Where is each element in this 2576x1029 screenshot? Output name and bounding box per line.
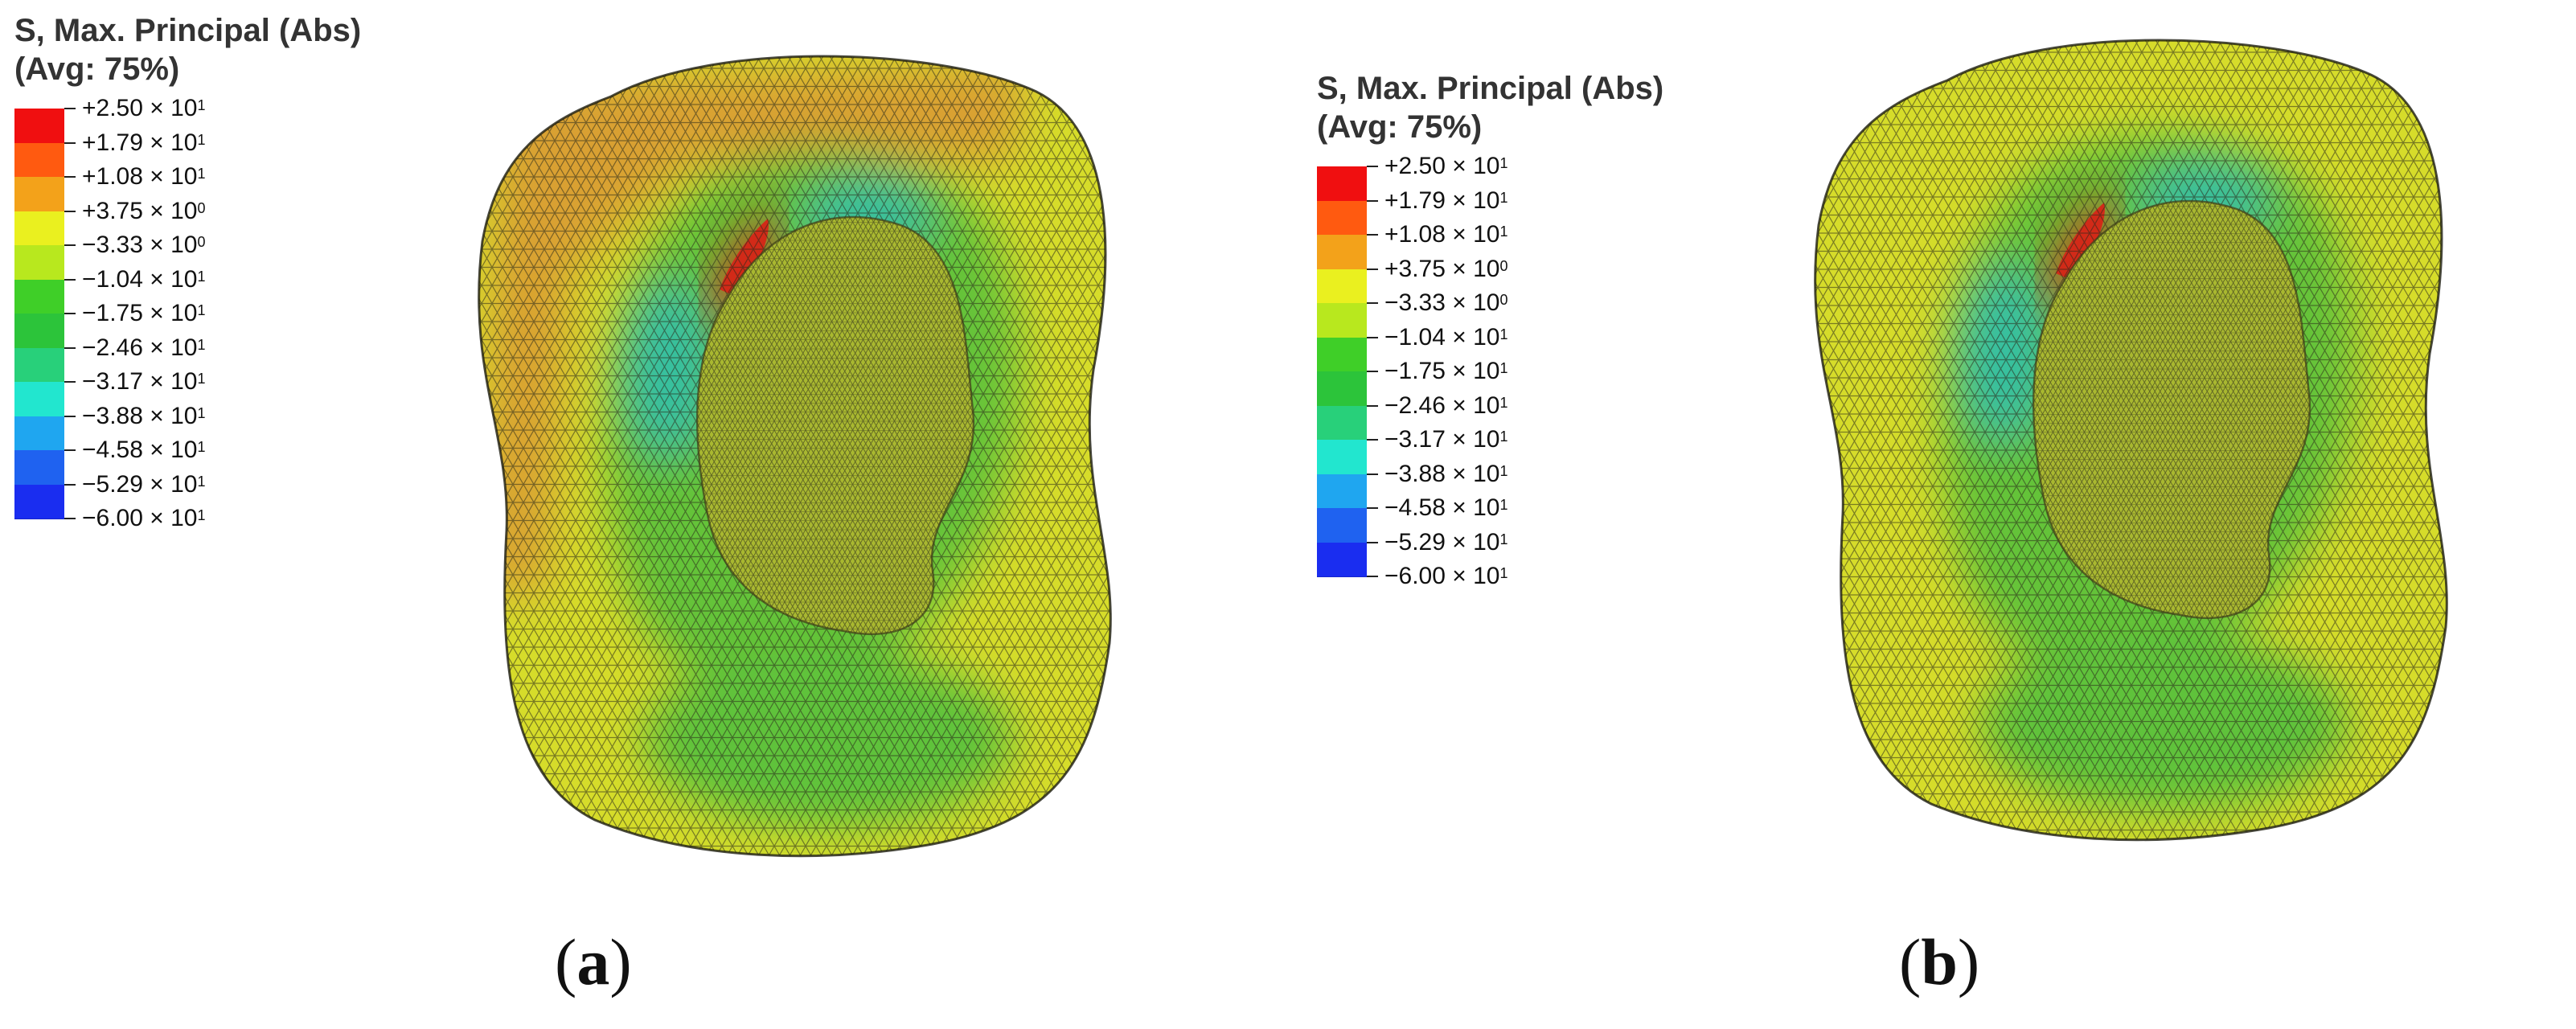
legend-swatch: [1317, 474, 1367, 509]
legend-tick: [1367, 268, 1378, 270]
legend-level-label: −6.00 × 101: [82, 505, 206, 531]
legend-tick: [1367, 371, 1378, 372]
legend-level-label: +1.08 × 101: [82, 163, 206, 190]
stress-field: [478, 56, 1111, 856]
legend-tick: [64, 210, 76, 212]
legend-swatch: [14, 279, 64, 314]
panel-caption: (a): [555, 925, 632, 998]
legend-tick: [64, 449, 76, 451]
legend-swatch: [14, 347, 64, 383]
legend-tick: [1367, 507, 1378, 509]
panel-a: S, Max. Principal (Abs) (Avg: 75%) +2.50…: [0, 0, 1254, 1029]
legend-level-label: −3.33 × 100: [82, 232, 206, 258]
legend-level-label: +1.79 × 101: [1384, 187, 1508, 214]
legend-scale: +2.50 × 101 +1.79 × 101 +1.08 × 101 +3.75 ×…: [14, 95, 433, 531]
legend-level-label: −3.17 × 101: [1384, 426, 1508, 453]
legend-swatch: [14, 211, 64, 246]
legend-tick: [1367, 473, 1378, 475]
legend-swatch: [1317, 440, 1367, 475]
legend-swatch: [14, 450, 64, 486]
stress-field: [1815, 40, 2447, 840]
legend-title-line1: S, Max. Principal (Abs): [1317, 71, 1664, 106]
legend-swatch: [14, 177, 64, 212]
legend-tick: [64, 278, 76, 281]
legend-tick: [1367, 234, 1378, 236]
legend-swatch: [14, 382, 64, 417]
legend-level-label: −5.29 × 101: [82, 470, 206, 498]
legend-tick: [64, 381, 76, 383]
legend-swatch: [1317, 235, 1367, 270]
legend-level-label: −4.58 × 101: [1384, 494, 1508, 521]
legend-tick: [64, 108, 76, 109]
legend-tick: [64, 483, 76, 486]
legend: S, Max. Principal (Abs) (Avg: 75%) +2.50…: [1317, 69, 1735, 589]
legend-tick: [64, 244, 76, 246]
panel-caption: (b): [1899, 925, 1980, 998]
legend-swatch: [14, 484, 64, 519]
legend: S, Max. Principal (Abs) (Avg: 75%) +2.50…: [14, 11, 433, 531]
legend-level-label: −2.46 × 101: [1384, 392, 1508, 419]
legend-swatch: [1317, 542, 1367, 577]
legend-level-label: −1.04 × 101: [1384, 323, 1508, 351]
fea-mesh-model: [1814, 39, 2448, 842]
legend-swatch: [1317, 269, 1367, 304]
legend-level-label: −3.88 × 101: [1384, 460, 1508, 487]
legend-swatch: [1317, 337, 1367, 372]
legend-level-label: −4.58 × 101: [82, 437, 206, 463]
legend-tick: [64, 176, 76, 178]
legend-swatch: [1317, 371, 1367, 407]
legend-title-line1: S, Max. Principal (Abs): [14, 13, 362, 48]
legend-tick: [1367, 576, 1378, 577]
legend-swatch: [1317, 508, 1367, 543]
legend-level-label: −1.75 × 101: [82, 300, 206, 326]
legend-tick: [1367, 302, 1378, 304]
legend-tick: [1367, 404, 1378, 407]
legend-tick: [64, 313, 76, 314]
legend-level-label: −6.00 × 101: [1384, 563, 1508, 589]
legend-swatch: [14, 109, 64, 144]
legend-tick: [64, 415, 76, 417]
legend-swatch: [1317, 200, 1367, 236]
legend-tick: [64, 518, 76, 519]
legend-tick: [1367, 439, 1378, 441]
legend-tick: [1367, 541, 1378, 543]
legend-swatch: [1317, 303, 1367, 338]
legend-title-line2: (Avg: 75%): [14, 51, 180, 87]
legend-level-label: +2.50 × 101: [82, 95, 206, 121]
legend-swatch: [14, 314, 64, 349]
legend-level-label: −3.17 × 101: [82, 368, 206, 395]
fea-mesh-model: [478, 55, 1112, 858]
legend-level-label: +1.08 × 101: [1384, 221, 1508, 248]
legend-level-label: −1.75 × 101: [1384, 358, 1508, 384]
legend-swatch: [14, 245, 64, 281]
legend-tick: [64, 346, 76, 349]
legend-level-label: −5.29 × 101: [1384, 528, 1508, 555]
legend-tick: [1367, 336, 1378, 338]
legend-scale: +2.50 × 101 +1.79 × 101 +1.08 × 101 +3.75 ×…: [1317, 153, 1735, 589]
legend-level-label: −3.88 × 101: [82, 402, 206, 429]
legend-title-line2: (Avg: 75%): [1317, 109, 1483, 145]
legend-swatch: [14, 142, 64, 178]
legend-level-label: −1.04 × 101: [82, 265, 206, 293]
legend-swatch: [14, 416, 64, 451]
legend-tick: [1367, 166, 1378, 167]
legend-level-label: −2.46 × 101: [82, 334, 206, 361]
legend-level-label: +3.75 × 100: [82, 197, 206, 224]
legend-level-label: +3.75 × 100: [1384, 255, 1508, 282]
legend-level-label: +1.79 × 101: [82, 129, 206, 156]
panel-b: S, Max. Principal (Abs) (Avg: 75%) +2.50…: [1288, 0, 2576, 1029]
legend-swatch: [1317, 166, 1367, 202]
legend-swatch: [1317, 405, 1367, 441]
legend-level-label: −3.33 × 100: [1384, 289, 1508, 316]
legend-level-label: +2.50 × 101: [1384, 153, 1508, 179]
legend-tick: [1367, 199, 1378, 202]
legend-tick: [64, 141, 76, 144]
